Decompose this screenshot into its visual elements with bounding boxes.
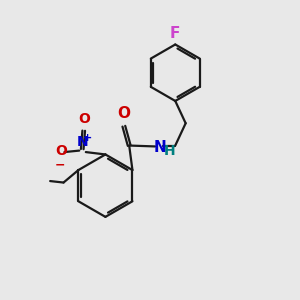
Text: +: + [83,133,92,143]
Text: O: O [78,112,90,126]
Text: O: O [56,144,68,158]
Text: −: − [55,159,65,172]
Text: N: N [76,135,88,149]
Text: F: F [170,26,181,41]
Text: H: H [164,144,176,158]
Text: N: N [154,140,167,154]
Text: O: O [117,106,130,121]
